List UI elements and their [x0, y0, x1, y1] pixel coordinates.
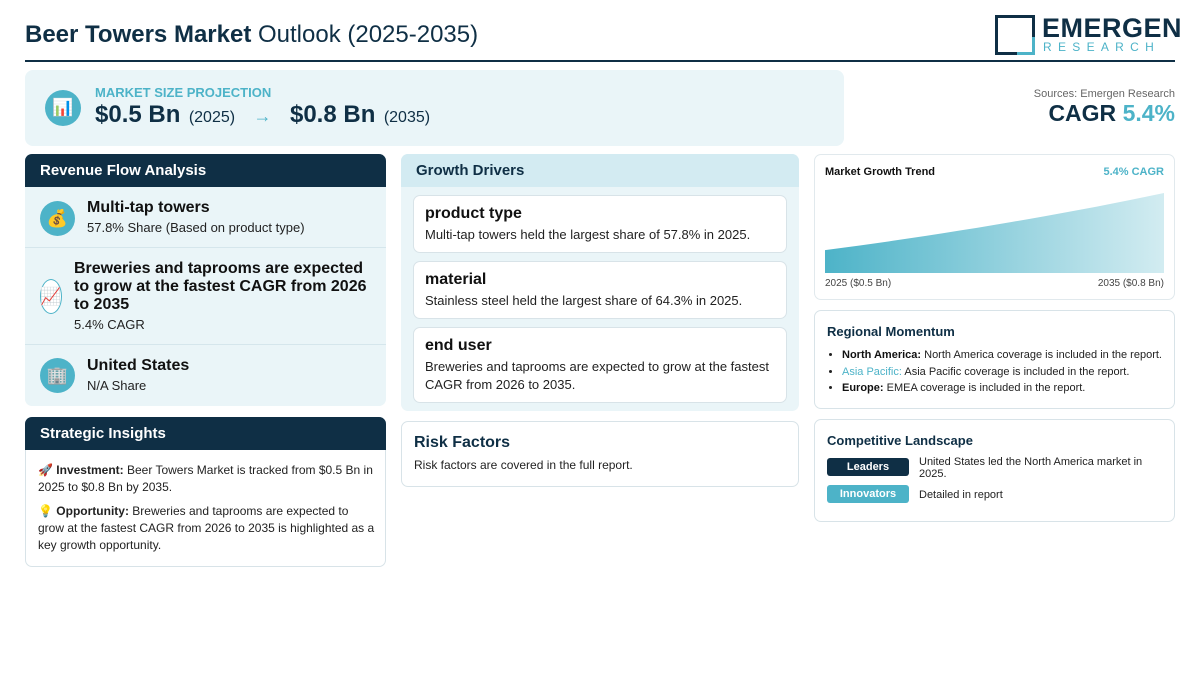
projection-values: $0.5 Bn (2025) → $0.8 Bn (2035)	[95, 101, 430, 129]
trend-x-end: 2035 ($0.8 Bn)	[1097, 278, 1164, 289]
revenue-item: 🏢 United States N/A Share	[25, 345, 386, 406]
trend-chart	[825, 193, 1164, 273]
sources-note: Sources: Emergen Research	[1033, 88, 1175, 100]
trend-x-start: 2025 ($0.5 Bn)	[825, 278, 892, 289]
regional-list: North America: North America coverage is…	[842, 347, 1167, 397]
competitive-landscape-panel: Competitive Landscape Leaders United Sta…	[814, 419, 1175, 522]
innovators-text: Detailed in report	[919, 489, 1003, 501]
lightbulb-icon: 💡	[38, 504, 53, 518]
trend-cagr: 5.4% CAGR	[1103, 166, 1164, 178]
region-name: Europe:	[842, 382, 884, 394]
revenue-item-sub: N/A Share	[87, 378, 147, 393]
bar-chart-icon: 📊	[45, 90, 81, 126]
opportunity-insight: 💡 Opportunity: Breweries and taprooms ar…	[38, 503, 375, 554]
driver-title: end user	[425, 337, 492, 354]
regional-momentum-panel: Regional Momentum North America: North A…	[814, 310, 1175, 409]
region-item: Asia Pacific: Asia Pacific coverage is i…	[842, 364, 1167, 381]
region-name: North America:	[842, 349, 922, 361]
leaders-badge: Leaders	[827, 458, 909, 476]
risk-factors-panel: Risk Factors Risk factors are covered in…	[401, 421, 799, 487]
rocket-icon: 🚀	[38, 463, 53, 477]
driver-title: product type	[425, 205, 522, 222]
driver-text: Multi-tap towers held the largest share …	[425, 227, 751, 242]
driver-text: Breweries and taprooms are expected to g…	[425, 359, 769, 392]
projection-start-year: (2025)	[188, 109, 236, 126]
header: Beer Towers Market Outlook (2025-2035) E…	[25, 12, 1182, 62]
region-text: EMEA coverage is included in the report.	[886, 382, 1086, 394]
risk-factors-text: Risk factors are covered in the full rep…	[414, 458, 633, 472]
region-item: North America: North America coverage is…	[842, 347, 1167, 364]
growth-drivers-panel: Growth Drivers product type Multi-tap to…	[401, 154, 799, 411]
risk-factors-title: Risk Factors	[414, 434, 511, 451]
opportunity-text: Breweries and taprooms are expected to g…	[38, 504, 375, 552]
logo-mark-icon	[995, 15, 1035, 55]
revenue-item-sub: 57.8% Share (Based on product type)	[87, 220, 305, 235]
cagr-label: CAGR	[1048, 100, 1117, 126]
building-icon: 🏢	[40, 358, 75, 393]
region-item: Europe: EMEA coverage is included in the…	[842, 380, 1167, 397]
regional-momentum-title: Regional Momentum	[827, 324, 955, 339]
logo-word: EMERGEN	[1042, 13, 1183, 43]
projection-label: MARKET SIZE PROJECTION	[95, 85, 272, 100]
logo-sub: RESEARCH	[1043, 40, 1161, 54]
cagr-headline: CAGR 5.4%	[1048, 100, 1175, 127]
page-title-rest: Outlook (2025-2035)	[257, 21, 479, 48]
trend-title: Market Growth Trend	[825, 166, 936, 178]
innovators-badge: Innovators	[827, 485, 909, 503]
driver-text: Stainless steel held the largest share o…	[425, 293, 743, 308]
trend-up-icon: 📈	[40, 279, 62, 314]
leaders-text: United States led the North America mark…	[919, 456, 1143, 480]
investment-text: Beer Towers Market is tracked from $0.5 …	[38, 463, 373, 494]
driver-card: end user Breweries and taprooms are expe…	[413, 327, 787, 403]
revenue-flow-title: Revenue Flow Analysis	[25, 154, 386, 187]
revenue-item-sub: 5.4% CAGR	[74, 317, 145, 332]
market-size-projection: 📊 MARKET SIZE PROJECTION $0.5 Bn (2025) …	[25, 70, 844, 146]
projection-end-year: (2035)	[383, 109, 431, 126]
strategic-insights-title: Strategic Insights	[25, 417, 386, 450]
revenue-item-title: Multi-tap towers	[87, 199, 210, 216]
projection-start-value: $0.5 Bn	[95, 101, 181, 128]
revenue-flow-panel: Revenue Flow Analysis 💰 Multi-tap towers…	[25, 154, 386, 406]
revenue-item: 💰 Multi-tap towers 57.8% Share (Based on…	[25, 187, 386, 248]
page-title-strong: Beer Towers Market	[25, 21, 252, 48]
driver-card: product type Multi-tap towers held the l…	[413, 195, 787, 253]
projection-end-value: $0.8 Bn	[289, 101, 376, 128]
revenue-item-title: United States	[87, 357, 190, 374]
region-text: Asia Pacific coverage is included in the…	[904, 365, 1130, 378]
market-growth-trend-panel: Market Growth Trend 5.4% CAGR 2025 ($0.5…	[814, 154, 1175, 300]
growth-drivers-title: Growth Drivers	[401, 154, 799, 187]
revenue-item: 📈 Breweries and taprooms are expected to…	[25, 248, 386, 345]
emergen-logo: EMERGEN RESEARCH	[995, 13, 1182, 56]
trend-area	[825, 193, 1164, 273]
strategic-insights-panel: Strategic Insights 🚀 Investment: Beer To…	[25, 417, 386, 567]
investment-insight: 🚀 Investment: Beer Towers Market is trac…	[38, 462, 375, 496]
revenue-item-title: Breweries and taprooms are expected to g…	[74, 260, 367, 313]
cagr-value: 5.4%	[1122, 100, 1175, 126]
competitive-landscape-title: Competitive Landscape	[827, 433, 973, 448]
money-bag-icon: 💰	[40, 201, 75, 236]
investment-label: Investment:	[56, 463, 124, 477]
page-title: Beer Towers Market Outlook (2025-2035)	[25, 21, 478, 49]
driver-title: material	[425, 271, 487, 288]
opportunity-label: Opportunity:	[56, 504, 129, 518]
driver-card: material Stainless steel held the larges…	[413, 261, 787, 319]
region-name: Asia Pacific:	[842, 365, 902, 378]
arrow-right-icon: →	[253, 106, 272, 126]
region-text: North America coverage is included in th…	[924, 349, 1162, 361]
